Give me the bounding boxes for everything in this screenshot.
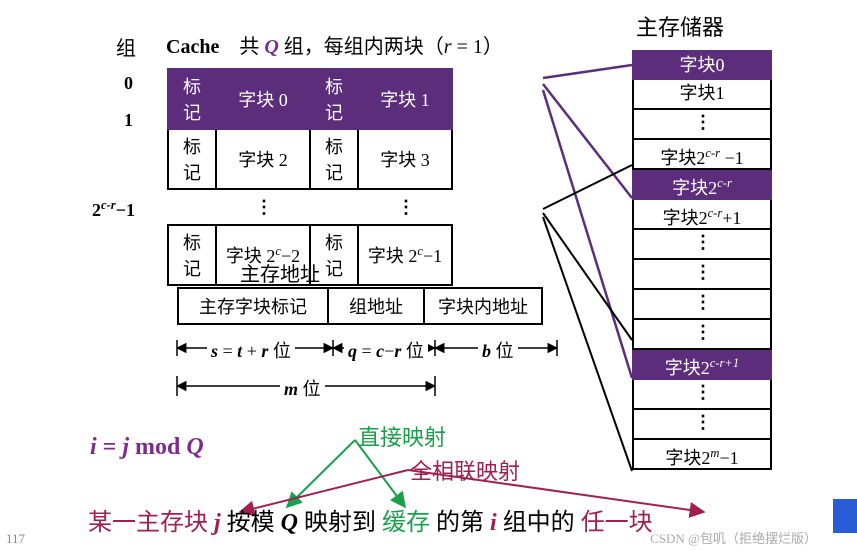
cache-row-0: 标记 字块 0 标记 字块 1: [168, 69, 452, 129]
row-label-0: 0: [124, 73, 133, 94]
address-table: 主存字块标记 组地址 字块内地址: [177, 287, 543, 325]
addr-field-tag: 主存字块标记: [178, 288, 328, 324]
addr-bits-q: q = c−r 位: [344, 337, 428, 363]
memory-column: 字块0 字块1 ⋮ 字块2c-r −1 字块2c-r 字块2c-r+1 ⋮ ⋮ …: [632, 50, 772, 470]
mem-block-0: 字块0: [632, 50, 772, 80]
addr-field-offset: 字块内地址: [424, 288, 542, 324]
cache-tag-0: 标记: [168, 69, 216, 129]
mem-dots-3: ⋮: [632, 290, 772, 320]
page-number: 117: [6, 531, 25, 547]
cache-header: Cache 共 Q 组，每组内两块（r = 1）: [166, 30, 503, 59]
addr-bits-m: m 位: [280, 375, 325, 401]
mem-block-2cr+1: 字块2c-r+1: [632, 200, 772, 230]
mem-dots-3b: ⋮: [632, 320, 772, 350]
row-label-1: 1: [124, 110, 133, 131]
mem-block-2cr: 字块2c-r: [632, 170, 772, 200]
cache-row-dots: ⋮ ⋮: [168, 189, 452, 225]
mem-dots-2: ⋮: [632, 230, 772, 260]
cache-tag-0b: 标记: [310, 69, 358, 129]
group-col-header: 组: [116, 32, 136, 61]
mem-block-2cr1: 字块2c-r+1: [632, 350, 772, 380]
addr-bits-s: s = t + r 位: [207, 337, 295, 363]
explanation-sentence: 某一主存块 j 按模 Q 映射到 缓存 的第 i 组中的 任一块: [88, 502, 653, 537]
cache-word: Cache: [166, 36, 219, 58]
cache-block-1: 字块 1: [358, 69, 452, 129]
blue-corner-slab: [833, 499, 857, 533]
cache-block-0: 字块 0: [216, 69, 310, 129]
cache-table: 标记 字块 0 标记 字块 1 标记 字块 2 标记 字块 3 ⋮ ⋮ 标记 字…: [167, 68, 453, 286]
mem-block-2cr-1: 字块2c-r −1: [632, 140, 772, 170]
mem-dots-2b: ⋮: [632, 260, 772, 290]
label-full-assoc: 全相联映射: [410, 454, 520, 486]
mem-dots-4b: ⋮: [632, 410, 772, 440]
address-title: 主存地址: [240, 258, 320, 287]
label-direct-mapping: 直接映射: [358, 420, 446, 452]
watermark-text: CSDN @包叽（拒绝摆烂版）: [650, 528, 817, 547]
cache-row-1: 标记 字块 2 标记 字块 3: [168, 129, 452, 189]
addr-bits-b: b 位: [478, 337, 518, 363]
formula-modQ: i = j mod Q: [90, 434, 204, 461]
cache-block-last2: 字块 2c−1: [358, 225, 452, 285]
memory-title: 主存储器: [636, 10, 724, 42]
row-label-last: 2c-r−1: [92, 198, 135, 221]
addr-field-set: 组地址: [328, 288, 424, 324]
mem-block-last: 字块2m−1: [632, 440, 772, 470]
mem-dots-1: ⋮: [632, 110, 772, 140]
mem-block-1: 字块1: [632, 80, 772, 110]
mem-dots-4: ⋮: [632, 380, 772, 410]
